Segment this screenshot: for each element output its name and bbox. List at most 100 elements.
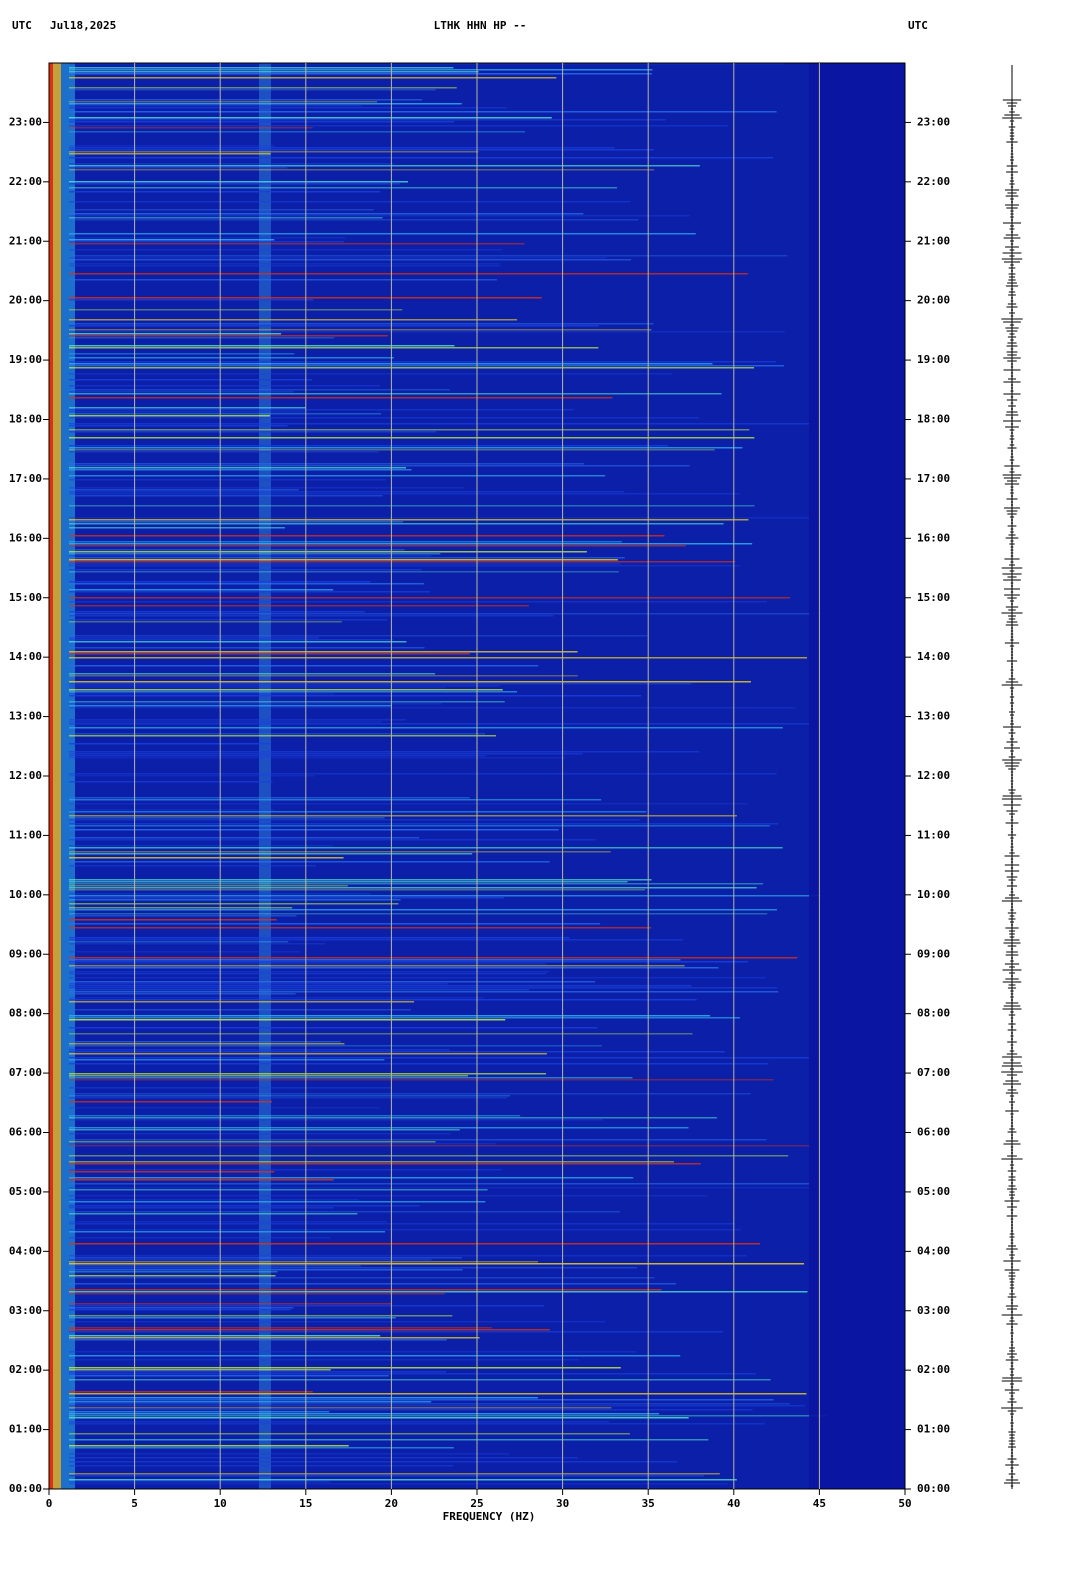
spectrum-streak xyxy=(69,857,344,859)
y-tick-label-left: 08:00 xyxy=(9,1007,42,1020)
spectrum-streak xyxy=(69,1417,689,1419)
spectrum-streak xyxy=(69,1355,681,1357)
spectrum-streak xyxy=(69,1053,547,1055)
spectrum-streak xyxy=(69,361,777,363)
spectrum-streak xyxy=(69,1379,771,1381)
spectrum-streak xyxy=(69,1143,496,1145)
y-tick-label-left: 02:00 xyxy=(9,1363,42,1376)
low-band xyxy=(49,63,53,1489)
spectrum-streak xyxy=(69,1041,341,1043)
spectrum-streak xyxy=(69,1403,790,1405)
spectrum-streak xyxy=(69,309,403,311)
spectrum-streak xyxy=(69,591,431,593)
spectrum-streak xyxy=(69,733,485,735)
spectrum-streak xyxy=(69,1269,463,1271)
spectrum-streak xyxy=(69,265,501,267)
spectrum-streak xyxy=(69,1095,511,1097)
spectrum-streak xyxy=(69,819,640,821)
spectrum-streak xyxy=(69,701,505,703)
low-band xyxy=(61,63,75,1489)
spectrum-streak xyxy=(69,691,518,693)
spectrum-streak xyxy=(69,1049,450,1051)
spectrum-streak xyxy=(69,647,425,649)
y-tick-label-right: 10:00 xyxy=(917,888,950,901)
spectrum-streak xyxy=(69,639,394,641)
spectrum-streak xyxy=(69,535,665,537)
spectrum-streak xyxy=(69,1465,454,1467)
spectrum-streak xyxy=(69,365,784,367)
spectrum-streak xyxy=(69,1179,334,1181)
spectrum-streak xyxy=(69,357,394,359)
spectrum-streak xyxy=(69,1275,276,1277)
spectrum-streak xyxy=(69,1457,578,1459)
spectrum-streak xyxy=(69,1043,345,1045)
x-tick-label: 15 xyxy=(299,1497,312,1510)
spectrum-streak xyxy=(69,1195,708,1197)
spectrum-streak xyxy=(69,851,611,853)
spectrum-streak xyxy=(69,1161,674,1163)
spectrum-streak xyxy=(69,527,285,529)
spectrum-streak xyxy=(69,201,631,203)
spectrum-streak xyxy=(69,213,584,215)
spectrum-streak xyxy=(69,77,557,79)
y-tick-label-left: 20:00 xyxy=(9,294,42,307)
spectrum-streak xyxy=(69,257,607,259)
spectrum-streak xyxy=(69,751,700,753)
spectrum-streak xyxy=(69,895,821,897)
spectrum-streak xyxy=(69,1315,453,1317)
spectrum-streak xyxy=(69,847,783,849)
spectrum-streak xyxy=(69,1183,810,1185)
spectrum-streak xyxy=(69,961,749,963)
spectrum-streak xyxy=(69,1127,689,1129)
spectrum-streak xyxy=(69,393,722,395)
y-tick-label-left: 15:00 xyxy=(9,591,42,604)
spectrum-streak xyxy=(69,611,365,613)
spectrum-streak xyxy=(69,543,753,545)
spectrum-streak xyxy=(69,1015,711,1017)
spectrum-streak xyxy=(69,797,470,799)
spectrum-streak xyxy=(69,553,441,555)
spectrum-streak xyxy=(69,505,755,507)
spectrum-streak xyxy=(69,447,743,449)
spectrum-streak xyxy=(69,941,289,943)
spectrum-streak xyxy=(69,597,791,599)
spectrum-streak xyxy=(69,1329,550,1331)
spectrum-streak xyxy=(69,1051,725,1053)
spectrum-streak xyxy=(69,721,383,723)
spectrum-streak xyxy=(69,557,625,559)
spectrum-streak xyxy=(69,545,686,547)
spectrum-streak xyxy=(69,865,317,867)
y-tick-label-right: 19:00 xyxy=(917,353,950,366)
spectrum-streak xyxy=(69,1213,358,1215)
spectrum-streak xyxy=(69,705,393,707)
spectrum-streak xyxy=(69,491,625,493)
spectrum-streak xyxy=(69,619,388,621)
spectrum-streak xyxy=(69,1331,724,1333)
spectrum-streak xyxy=(69,879,652,881)
spectrum-streak xyxy=(69,1017,741,1019)
spectrum-streak xyxy=(69,1409,753,1411)
spectrum-streak xyxy=(69,685,500,687)
spectrum-streak xyxy=(69,67,454,69)
spectrum-streak xyxy=(69,1483,728,1485)
spectrum-streak xyxy=(69,409,575,411)
spectrum-streak xyxy=(69,1475,704,1477)
spectrum-streak xyxy=(69,215,690,217)
spectrum-streak xyxy=(69,735,496,737)
spectrum-streak xyxy=(69,1129,460,1131)
spectrum-streak xyxy=(69,889,646,891)
y-tick-label-right: 16:00 xyxy=(917,531,950,544)
spectrum-streak xyxy=(69,519,749,521)
spectrum-streak xyxy=(69,1423,765,1425)
x-tick-label: 30 xyxy=(556,1497,569,1510)
spectrum-streak xyxy=(69,965,685,967)
spectrum-streak xyxy=(69,559,618,561)
spectrum-streak xyxy=(69,1447,454,1449)
spectrum-streak xyxy=(69,219,639,221)
spectrum-streak xyxy=(69,475,606,477)
spectrum-streak xyxy=(69,1229,741,1231)
spectrum-streak xyxy=(69,117,552,119)
spectrum-streak xyxy=(69,1339,447,1341)
spectrum-streak xyxy=(69,493,740,495)
